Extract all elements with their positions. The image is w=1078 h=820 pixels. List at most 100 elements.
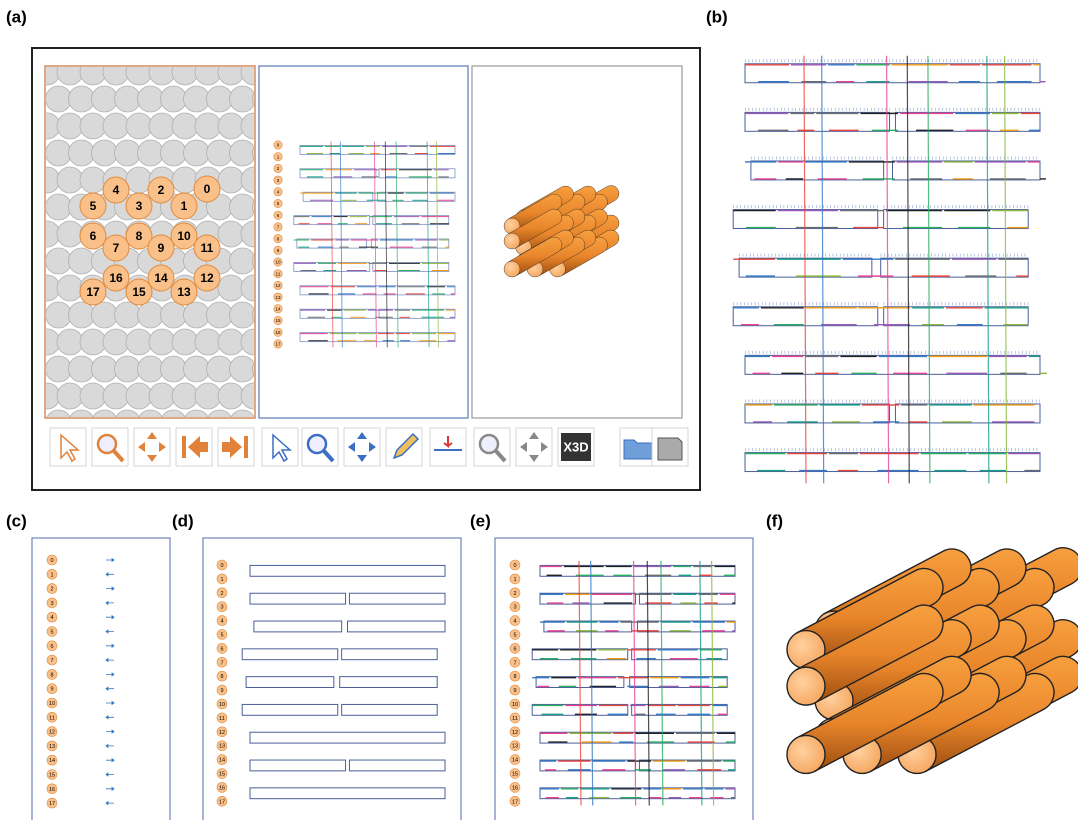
strand-arrow	[105, 686, 114, 691]
helix-box	[348, 592, 446, 605]
lattice-cell	[91, 355, 118, 383]
helix-badge-number: 10	[275, 260, 281, 265]
panel-label: (b)	[706, 7, 728, 26]
cylinder-body	[907, 672, 1055, 773]
helix-badge	[216, 573, 228, 585]
helix-box	[744, 63, 1041, 84]
tool-zoom[interactable]	[91, 427, 129, 467]
lattice-cell	[160, 139, 187, 167]
helix-box	[372, 262, 450, 272]
x3d-bg	[561, 433, 591, 461]
helix-badge	[273, 175, 283, 185]
strand-arrow	[106, 786, 115, 792]
helix-box	[631, 648, 728, 661]
lattice-cell	[102, 382, 130, 410]
helix-box	[347, 620, 446, 633]
lattice-cell	[148, 328, 176, 356]
lattice-cell	[46, 220, 61, 248]
lattice-cell	[206, 355, 233, 383]
lattice-cell	[229, 355, 254, 383]
helix-box	[241, 648, 339, 661]
helix-badge	[273, 199, 283, 209]
helix-badge	[509, 698, 521, 710]
helix-number: 6	[90, 229, 97, 243]
helix-badge-number: 0	[277, 143, 280, 148]
helix-box	[539, 592, 637, 605]
helix-badge	[273, 269, 283, 279]
tool-select[interactable]	[49, 427, 87, 467]
helix-box	[894, 403, 1041, 424]
lattice-cell	[114, 355, 141, 383]
lattice-cell	[183, 85, 210, 113]
helix-badge-number: 2	[220, 591, 223, 597]
lattice-cell	[229, 247, 254, 275]
tool-last[interactable]	[217, 427, 255, 467]
cylinder-body	[796, 672, 944, 773]
helix-badge	[46, 554, 58, 566]
strand-arrow	[105, 657, 114, 663]
lattice-cell	[206, 85, 233, 113]
folder-glyph	[623, 439, 653, 460]
helix-cell	[170, 222, 198, 250]
tool-save[interactable]	[651, 427, 689, 467]
tool-pan[interactable]	[343, 427, 381, 467]
helix-badge	[509, 615, 521, 626]
toolbar: X3D	[49, 427, 689, 467]
lattice-cell	[171, 382, 199, 410]
helix-badge-number: 13	[512, 744, 518, 750]
lattice-cell	[137, 85, 164, 113]
helix-box	[299, 168, 377, 179]
lattice-cell	[68, 85, 95, 113]
tool-pencil[interactable]	[385, 427, 423, 467]
helix-badge-number: 6	[277, 213, 280, 218]
cylinder-cap	[503, 260, 521, 278]
helix-badge-number: 14	[219, 758, 225, 764]
strand-arrow	[106, 614, 115, 620]
helix-badge	[509, 754, 521, 765]
crossover	[906, 55, 910, 484]
crossover	[395, 141, 399, 348]
tool-pan[interactable]	[133, 427, 171, 467]
helix-badge	[273, 222, 283, 232]
lattice-cell	[46, 355, 72, 383]
tool-insert[interactable]	[429, 427, 467, 467]
pan-glyph	[138, 432, 166, 462]
helix-badge-number: 13	[49, 744, 55, 750]
helix-badge	[216, 795, 228, 807]
tool-frame	[49, 427, 87, 467]
helix-badge-number: 10	[512, 702, 518, 708]
helix-badge	[509, 656, 521, 668]
helix-box	[249, 564, 446, 577]
helix-badge	[216, 656, 228, 668]
lattice-cell	[125, 112, 153, 140]
helix-badge-number: 17	[512, 799, 518, 805]
helix-badge	[216, 768, 228, 779]
lattice-cell	[92, 409, 117, 417]
lattice-cell	[137, 301, 164, 329]
tool-open[interactable]	[619, 427, 657, 467]
strand-arrow	[106, 557, 115, 563]
helix-cell	[170, 278, 198, 306]
lattice-cell	[217, 274, 245, 302]
helix-box	[341, 703, 438, 716]
path-view	[258, 65, 469, 419]
lattice-cell	[217, 328, 245, 356]
lattice-cell	[253, 416, 254, 417]
tool-zoom[interactable]	[301, 427, 339, 467]
helix-badge-number: 4	[277, 189, 280, 194]
tool-pan[interactable]	[515, 427, 553, 467]
helix-badge	[509, 601, 521, 613]
helix-box	[744, 354, 1041, 375]
tool-first[interactable]	[175, 427, 213, 467]
helix-box	[339, 676, 438, 688]
helix-cell	[170, 192, 198, 220]
helix-box	[378, 168, 456, 179]
lattice-cell	[56, 112, 84, 140]
tool-select[interactable]	[261, 427, 299, 467]
tool-x3d[interactable]: X3D	[557, 427, 595, 467]
tool-zoom[interactable]	[473, 427, 511, 467]
crossover	[646, 560, 650, 806]
helix-badge	[46, 754, 58, 766]
helix-badge-number: 5	[277, 201, 280, 206]
helix-box	[892, 160, 1041, 181]
